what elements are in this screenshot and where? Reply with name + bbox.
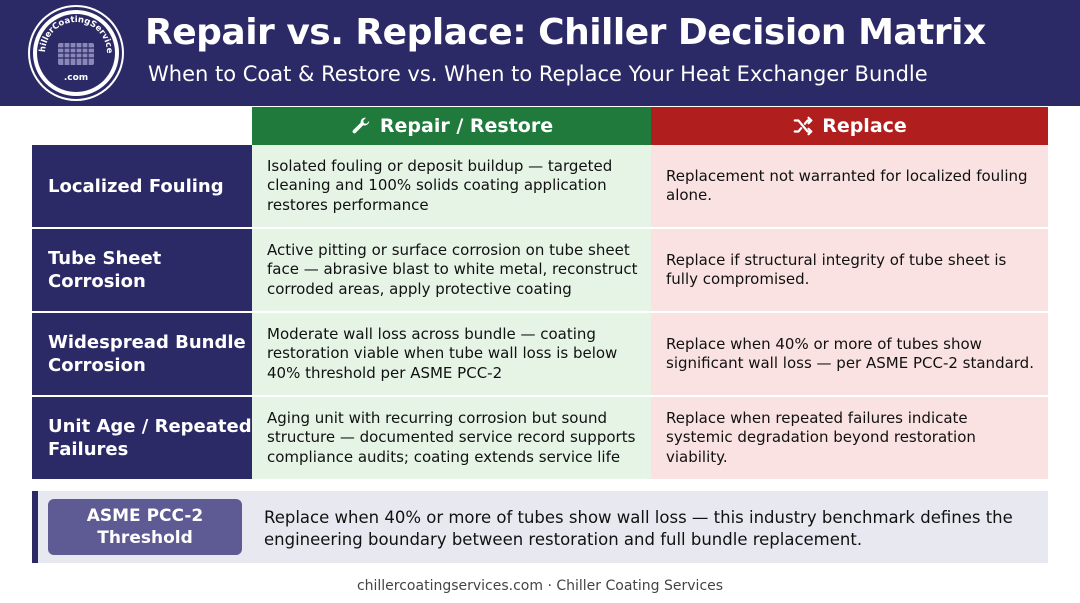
badge-line-1: ASME PCC-2 — [86, 506, 204, 526]
badge-line-2: Threshold — [97, 528, 193, 548]
replace-column-header: Replace — [651, 107, 1048, 145]
matrix-row: Unit Age / Repeated Failures Aging unit … — [32, 397, 1048, 481]
threshold-note: ASME PCC-2 Threshold Replace when 40% or… — [32, 491, 1048, 563]
row-label: Widespread Bundle Corrosion — [32, 313, 252, 395]
row-label: Localized Fouling — [32, 145, 252, 227]
row-label: Tube Sheet Corrosion — [32, 229, 252, 311]
repair-cell: Aging unit with recurring corrosion but … — [252, 397, 651, 479]
replace-cell: Replacement not warranted for localized … — [651, 145, 1048, 227]
matrix-row: Tube Sheet Corrosion Active pitting or s… — [32, 229, 1048, 313]
shuffle-icon — [793, 116, 813, 136]
threshold-badge: ASME PCC-2 Threshold — [48, 499, 242, 555]
replace-cell: Replace when repeated failures indicate … — [651, 397, 1048, 479]
logo-domain-text: .com — [64, 73, 88, 83]
wrench-icon — [352, 117, 370, 134]
matrix-row: Widespread Bundle Corrosion Moderate wal… — [32, 313, 1048, 397]
replace-cell: Replace when 40% or more of tubes show s… — [651, 313, 1048, 395]
page-title: Repair vs. Replace: Chiller Decision Mat… — [145, 12, 986, 53]
repair-column-header: Repair / Restore — [252, 107, 651, 145]
replace-cell: Replace if structural integrity of tube … — [651, 229, 1048, 311]
repair-cell: Isolated fouling or deposit buildup — ta… — [252, 145, 651, 227]
threshold-text: Replace when 40% or more of tubes show w… — [264, 508, 1013, 549]
repair-cell: Active pitting or surface corrosion on t… — [252, 229, 651, 311]
footer-credit: chillercoatingservices.com · Chiller Coa… — [356, 578, 724, 594]
row-label: Unit Age / Repeated Failures — [32, 397, 252, 479]
repair-cell: Moderate wall loss across bundle — coati… — [252, 313, 651, 395]
page-subtitle: When to Coat & Restore vs. When to Repla… — [148, 62, 928, 86]
replace-column-label: Replace — [822, 115, 907, 137]
matrix-row: Localized Fouling Isolated fouling or de… — [32, 145, 1048, 229]
repair-column-label: Repair / Restore — [379, 115, 554, 137]
